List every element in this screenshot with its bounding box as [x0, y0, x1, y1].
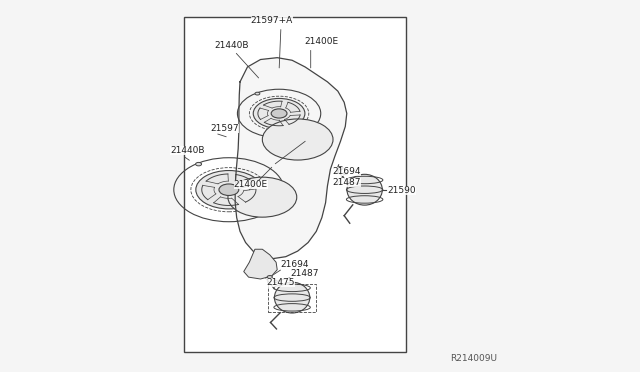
- Text: 21440B: 21440B: [214, 41, 248, 50]
- Text: 21597: 21597: [211, 124, 239, 133]
- Text: 21400E: 21400E: [305, 38, 339, 46]
- Ellipse shape: [338, 167, 343, 170]
- Ellipse shape: [343, 172, 348, 175]
- Text: 21597+A: 21597+A: [250, 16, 292, 25]
- Text: 21487: 21487: [332, 178, 361, 187]
- Ellipse shape: [219, 184, 239, 195]
- Ellipse shape: [196, 163, 202, 166]
- Text: 21487: 21487: [291, 269, 319, 278]
- Ellipse shape: [253, 99, 305, 128]
- Ellipse shape: [275, 282, 310, 313]
- Bar: [268, 283, 316, 312]
- Ellipse shape: [267, 276, 273, 279]
- Text: 21694: 21694: [332, 167, 361, 176]
- Polygon shape: [244, 249, 277, 279]
- Polygon shape: [235, 58, 347, 259]
- Text: 21590: 21590: [388, 186, 417, 195]
- Text: 21440B: 21440B: [170, 146, 205, 155]
- Text: 21400E: 21400E: [234, 180, 268, 189]
- Ellipse shape: [347, 174, 382, 205]
- Ellipse shape: [273, 280, 277, 283]
- Ellipse shape: [196, 170, 262, 209]
- Bar: [184, 17, 406, 352]
- Text: R214009U: R214009U: [450, 354, 497, 363]
- Text: 21475: 21475: [266, 278, 294, 287]
- Ellipse shape: [262, 119, 333, 160]
- Ellipse shape: [271, 109, 287, 118]
- Ellipse shape: [255, 92, 260, 95]
- Ellipse shape: [228, 177, 297, 217]
- Text: 21694: 21694: [280, 260, 308, 269]
